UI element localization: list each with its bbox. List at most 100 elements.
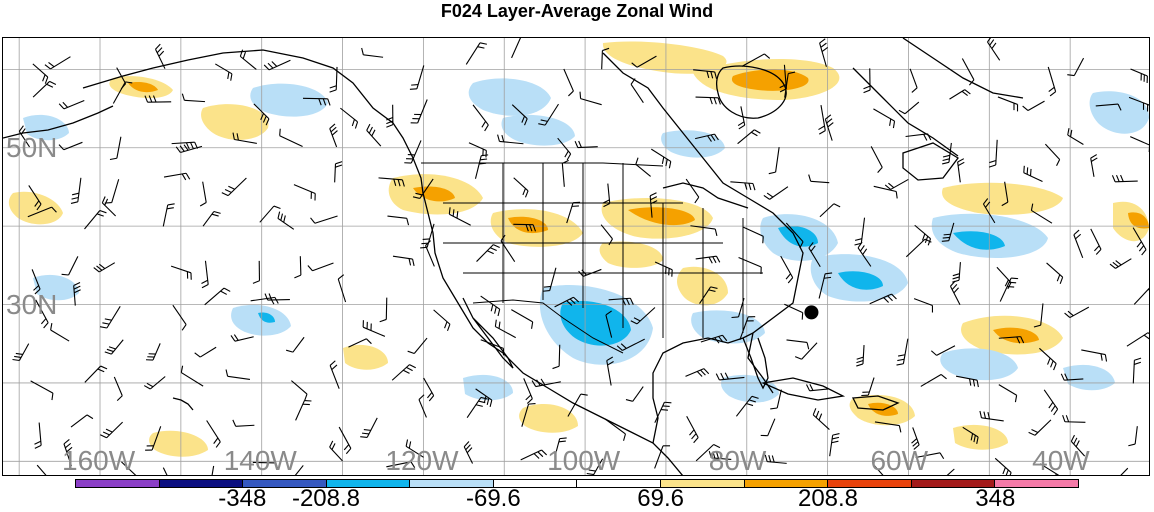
wind-barb — [33, 64, 48, 84]
wind-barb — [980, 411, 1004, 421]
wind-barb — [998, 97, 1018, 112]
wind-barb — [1044, 390, 1057, 415]
wind-barb — [466, 43, 487, 65]
wind-barb — [636, 158, 651, 177]
wind-barb — [37, 465, 50, 476]
lat-label-50n: 50N — [6, 134, 57, 162]
wind-barb — [100, 422, 122, 438]
wind-barb — [601, 225, 612, 245]
labrador-coast — [853, 68, 958, 156]
colorbar-segment — [76, 480, 160, 487]
wind-barb — [813, 408, 829, 429]
wind-barb — [562, 160, 568, 186]
shade-positive — [343, 345, 388, 370]
wind-barb — [553, 345, 560, 369]
wind-barb — [240, 50, 256, 70]
wind-barb — [564, 69, 574, 96]
wind-barb — [906, 239, 931, 257]
wind-barb — [950, 281, 960, 305]
wind-barb — [475, 155, 488, 179]
wind-barb — [1065, 307, 1089, 317]
wind-barb — [387, 216, 408, 225]
wind-barb — [861, 378, 874, 396]
wind-barb — [787, 340, 809, 349]
wind-barb — [1133, 358, 1141, 383]
wind-barb — [294, 185, 315, 201]
wind-barb — [761, 419, 775, 436]
wind-barb — [1081, 350, 1106, 362]
wind-barb — [921, 374, 947, 386]
wind-barb — [818, 105, 825, 134]
wind-barb — [696, 97, 721, 104]
wind-barb — [769, 147, 779, 174]
wind-barb — [51, 323, 69, 341]
wind-barb — [264, 60, 290, 70]
wind-barb — [1130, 137, 1150, 154]
wind-barb — [200, 182, 206, 206]
wind-barb — [45, 57, 71, 69]
wind-barb — [426, 241, 435, 267]
wind-barb — [278, 212, 294, 230]
wind-barb — [182, 94, 205, 102]
wind-barb — [308, 263, 334, 271]
colorbar-tick-label: -69.6 — [466, 486, 521, 512]
wind-barb — [685, 369, 708, 377]
wind-barb — [203, 212, 221, 227]
map-canvas — [3, 38, 1150, 476]
wind-barb — [146, 343, 160, 360]
wind-barb — [929, 469, 954, 476]
map-title: F024 Layer-Average Zonal Wind — [0, 0, 1154, 22]
wind-barb — [820, 39, 828, 67]
wind-barb — [408, 338, 427, 353]
wind-barb — [1024, 166, 1043, 182]
wind-barb — [311, 216, 338, 223]
wind-barb — [950, 90, 971, 99]
wind-barb — [163, 468, 172, 476]
shade-negative — [463, 375, 513, 400]
wind-barb — [222, 178, 247, 196]
wind-barb — [335, 162, 342, 183]
greenland-edge — [903, 38, 1023, 98]
shade-negative — [1090, 91, 1149, 133]
wind-barb — [696, 256, 720, 263]
wind-barb — [330, 124, 338, 147]
wind-barb — [286, 337, 304, 352]
wind-barb — [386, 105, 393, 127]
wind-barb — [71, 178, 81, 204]
wind-barb — [201, 261, 208, 288]
hawaii — [173, 398, 193, 410]
shade-positive — [942, 183, 1063, 215]
wind-barb — [1091, 229, 1101, 255]
wind-barb — [296, 401, 312, 421]
wind-barb — [830, 434, 840, 457]
wind-barb — [424, 378, 434, 401]
wind-barb — [512, 38, 528, 58]
shade-positive — [519, 404, 578, 433]
wind-barb — [1047, 263, 1063, 284]
wind-barb — [71, 415, 93, 427]
wind-barb — [915, 225, 931, 245]
wind-barb — [524, 378, 533, 403]
wind-barb — [899, 102, 919, 114]
wind-barb — [809, 175, 830, 183]
shade-negative — [661, 130, 725, 157]
wind-barb — [686, 179, 699, 203]
wind-barb — [434, 310, 450, 331]
wind-barb — [1105, 468, 1128, 476]
wind-barb — [205, 288, 231, 305]
wind-barb — [999, 385, 1017, 403]
wind-barb — [864, 68, 871, 92]
lon-label-40w: 40W — [1032, 447, 1090, 475]
wind-barb — [914, 299, 932, 313]
wind-barb — [605, 419, 625, 441]
wind-barb — [738, 106, 745, 129]
location-marker — [804, 305, 818, 319]
wind-barb — [231, 335, 254, 342]
wind-barb — [367, 124, 381, 146]
wind-barb — [59, 142, 82, 149]
wind-barb — [1112, 175, 1137, 182]
wind-barb — [1128, 426, 1137, 446]
wind-barb — [33, 81, 56, 97]
wind-barb — [1134, 286, 1150, 304]
